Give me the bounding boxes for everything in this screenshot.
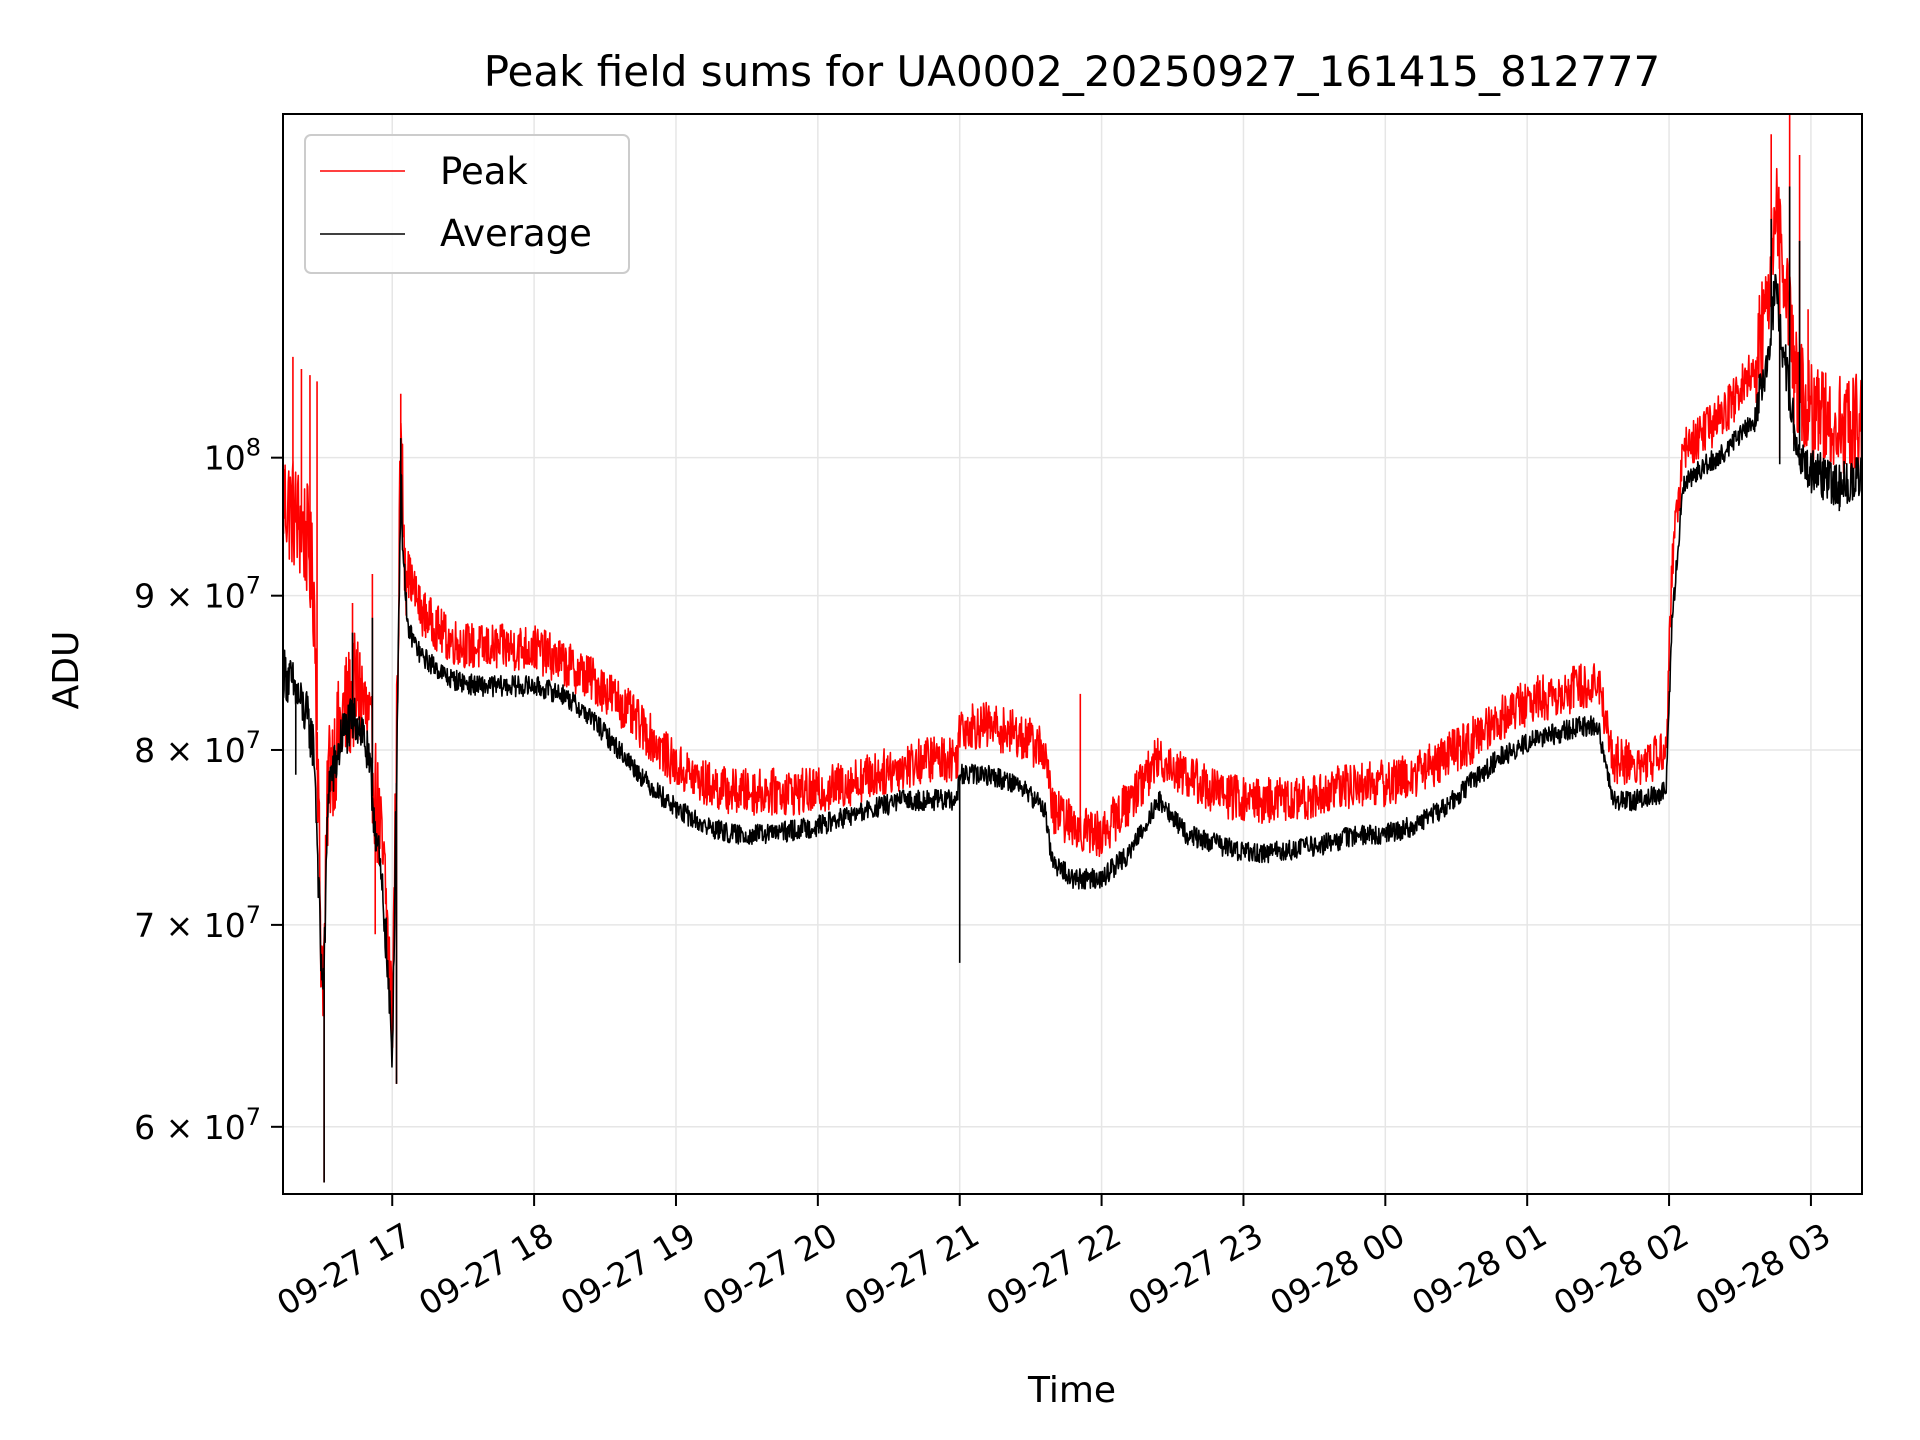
y-tick-label: 108	[204, 434, 261, 478]
series-clip-group	[283, 114, 1862, 1183]
series-layer	[283, 114, 1862, 1183]
legend-label-average: Average	[440, 212, 592, 255]
x-axis-label: Time	[1027, 1370, 1116, 1411]
y-tick-label: 8 × 107	[134, 726, 261, 770]
y-tick-label: 6 × 107	[134, 1103, 261, 1147]
legend: Peak Average	[304, 134, 630, 274]
chart-title: Peak field sums for UA0002_20250927_1614…	[484, 47, 1661, 96]
legend-label-peak: Peak	[440, 150, 528, 193]
y-tick-label: 7 × 107	[134, 901, 261, 945]
legend-box	[304, 134, 630, 274]
plot-frame	[282, 113, 1863, 1195]
y-tick-label: 9 × 107	[134, 572, 261, 616]
series-line-average	[283, 186, 1862, 1183]
y-axis-label: ADU	[46, 631, 87, 710]
